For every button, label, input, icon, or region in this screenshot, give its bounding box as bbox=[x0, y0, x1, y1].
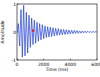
x-tick bbox=[43, 59, 44, 61]
plot-frame bbox=[17, 4, 97, 60]
plot-data bbox=[17, 5, 97, 57]
x-axis-label: Time (ms) bbox=[45, 67, 69, 72]
y-tick bbox=[17, 60, 19, 61]
marker-point bbox=[32, 29, 34, 31]
x-tick bbox=[17, 59, 18, 61]
x-tick bbox=[70, 59, 71, 61]
x-tick-label: 4000 bbox=[65, 62, 77, 67]
y-tick-label: -1 bbox=[12, 58, 17, 63]
x-tick-label: 6000 bbox=[91, 62, 100, 67]
x-tick-label: 0 bbox=[16, 62, 19, 67]
y-tick-label: 0 bbox=[13, 30, 16, 35]
x-tick-label: 2000 bbox=[38, 62, 50, 67]
y-tick-label: 1 bbox=[13, 2, 16, 7]
y-axis-label: Amplitude bbox=[0, 20, 5, 43]
signal-line bbox=[17, 5, 97, 57]
x-tick bbox=[97, 59, 98, 61]
chart: 0200040006000-101Time (ms)Amplitude bbox=[0, 0, 100, 77]
y-tick bbox=[17, 4, 19, 5]
